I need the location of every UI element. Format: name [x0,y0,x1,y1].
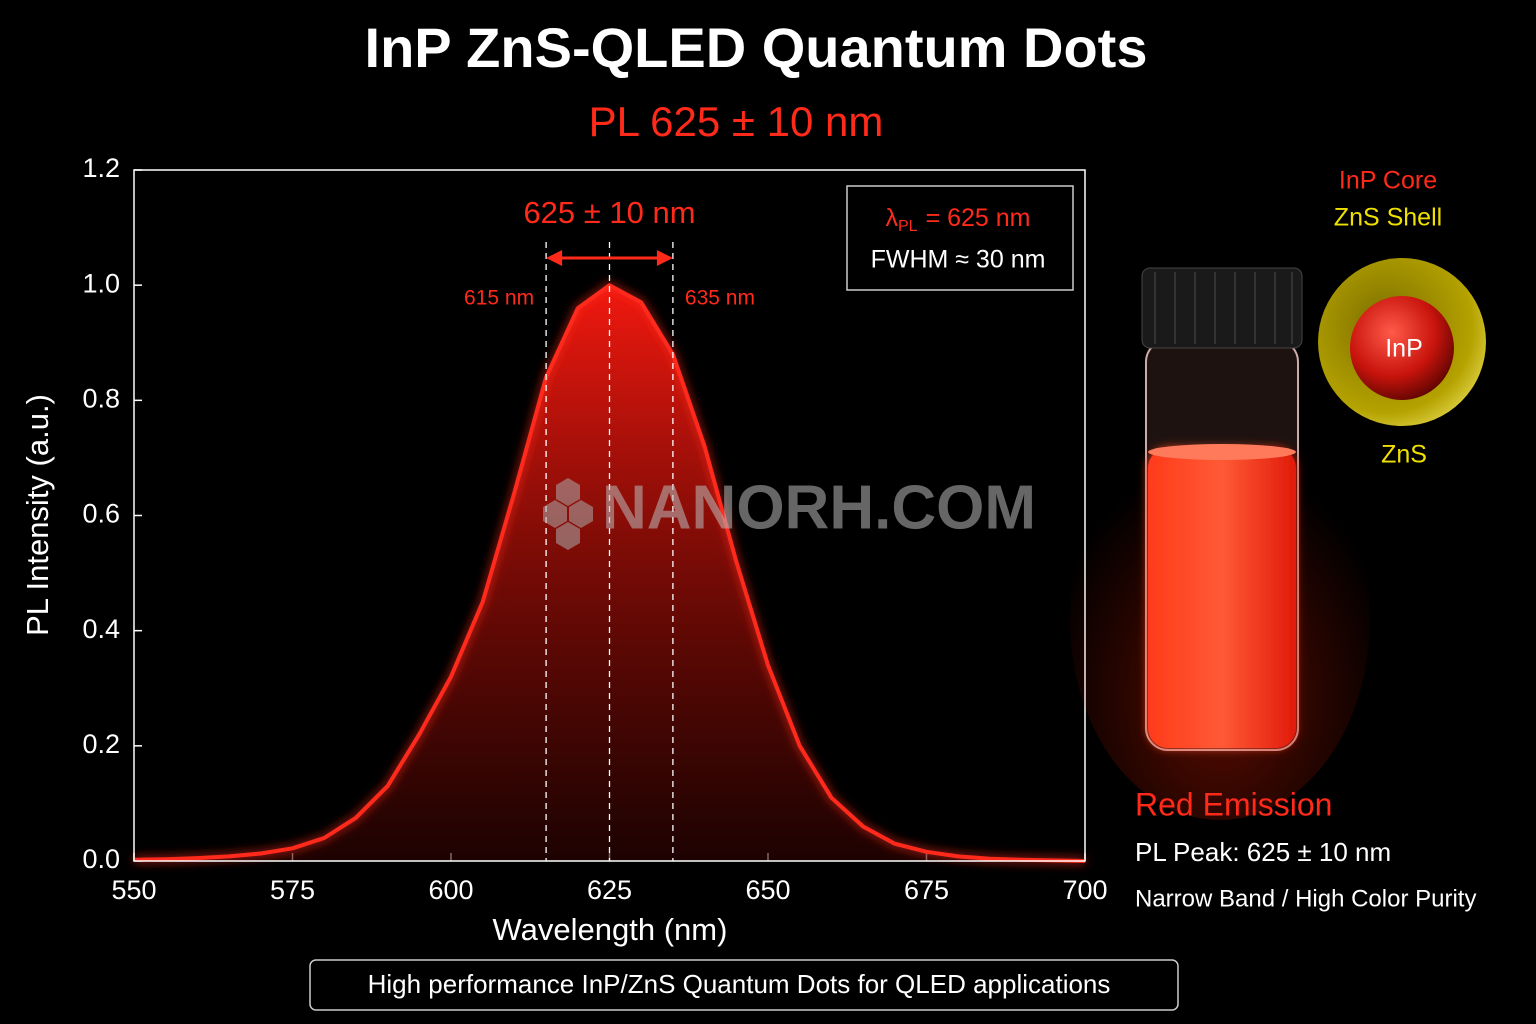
annotation: 625 ± 10 nm [523,195,695,230]
vial [1070,267,1370,820]
chart-title: InP ZnS-QLED Quantum Dots [365,16,1148,79]
info-fwhm: FWHM ≈ 30 nm [871,246,1046,274]
marker-label: 615 nm [464,287,534,310]
watermark: NANORH.COM [543,473,1036,550]
purity-label: Narrow Band / High Color Purity [1135,885,1476,912]
core-text: InP [1385,335,1423,363]
x-tick-label: 600 [428,875,473,905]
y-tick-label: 1.0 [82,268,120,298]
x-tick-label: 675 [904,875,949,905]
caption: High performance InP/ZnS Quantum Dots fo… [368,969,1111,999]
peak-label: PL Peak: 625 ± 10 nm [1135,837,1391,867]
chart-subtitle: PL 625 ± 10 nm [589,98,884,145]
arrow-head [546,250,563,266]
caption-box [309,959,1179,1011]
plot-frame [133,169,1086,862]
watermark-logo [543,478,593,550]
core-label: InP Core [1339,167,1437,195]
watermark-text: NANORH.COM [602,473,1036,542]
pl-curve [133,283,1086,863]
info-box: λPL = 625 nm FWHM ≈ 30 nm [846,185,1074,291]
marker-label: 635 nm [685,287,755,310]
y-tick-label: 1.2 [82,153,120,183]
y-tick-label: 0.2 [82,729,120,759]
y-tick-label: 0.6 [82,499,120,529]
y-tick-label: 0.0 [82,844,120,874]
emission-label: Red Emission [1135,786,1332,822]
x-tick-label: 700 [1062,875,1107,905]
x-tick-label: 550 [111,875,156,905]
info-subscript: PL [898,218,918,235]
shell-text: ZnS [1381,441,1427,469]
y-axis-label: PL Intensity (a.u.) [20,394,55,636]
info-symbol: λ [885,204,898,232]
info-lambda: λPL = 625 nm [885,204,1030,236]
plot-area: 0.0 0.2 0.4 0.6 0.8 1.0 1.2 550 575 600 625 650 675 7… [82,153,1107,905]
x-tick-label: 575 [270,875,315,905]
core-shell: InP Core ZnS Shell InP ZnS [1318,167,1486,469]
y-tick-label: 0.4 [82,614,120,644]
ticks: 0.0 0.2 0.4 0.6 0.8 1.0 1.2 550 575 600 625 650 675 7… [82,153,1107,905]
x-axis-label: Wavelength (nm) [493,912,728,947]
info-value: = 625 nm [926,204,1031,232]
shell-label: ZnS Shell [1334,204,1442,232]
x-tick-label: 625 [587,875,632,905]
x-tick-label: 650 [745,875,790,905]
arrow-head [656,250,673,266]
y-tick-label: 0.8 [82,383,120,413]
info-box-frame [846,185,1074,291]
